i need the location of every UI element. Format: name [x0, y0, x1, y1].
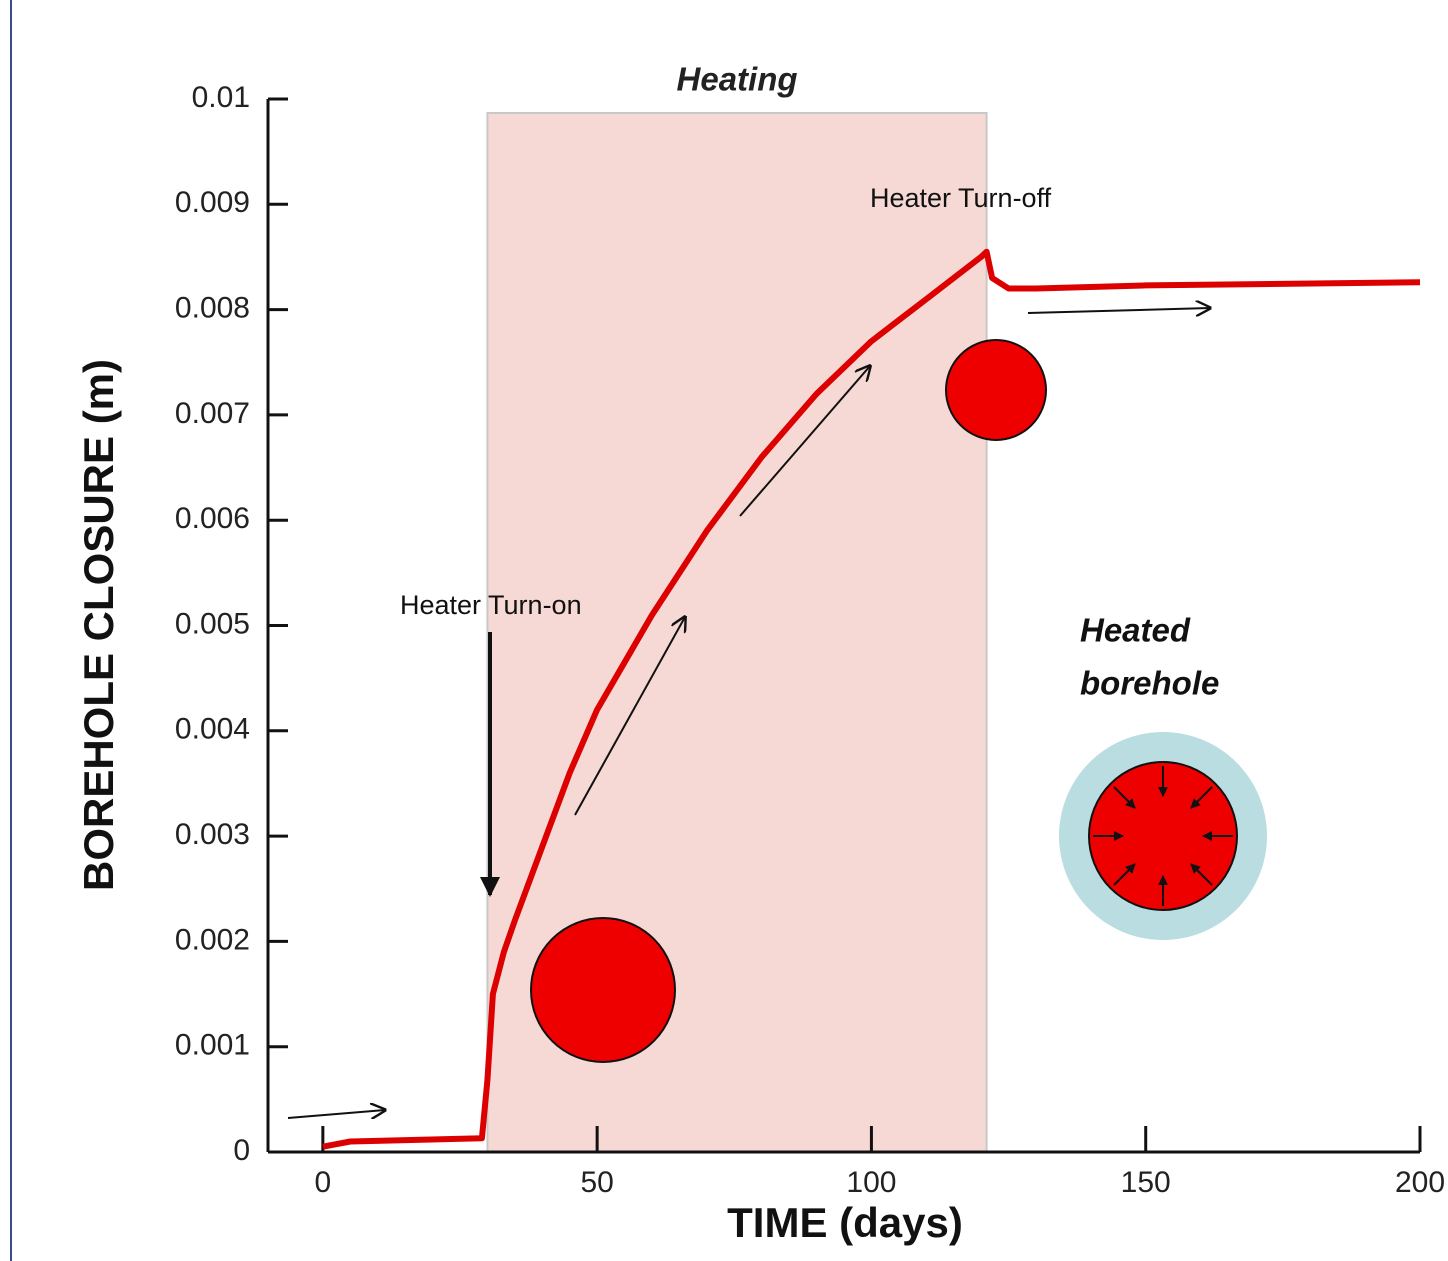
annotation: Heater Turn-on: [400, 590, 582, 620]
y-tick-label: 0.01: [192, 81, 250, 114]
chart: Heating 0 0.001 0.002 0.003 0.004 0.005 0.006 0…: [0, 0, 1448, 1261]
y-axis-label: BOREHOLE CLOSURE (m): [75, 359, 122, 891]
x-axis-label: TIME (days): [727, 1199, 963, 1246]
y-tick-label: 0.006: [175, 502, 250, 535]
y-tick-label: 0.005: [175, 607, 250, 640]
x-tick-label: 50: [580, 1166, 613, 1199]
y-tick-label: 0.004: [175, 713, 250, 746]
y-tick-label: 0: [233, 1134, 250, 1167]
x-tick-label: 100: [846, 1166, 896, 1199]
x-tick-label: 200: [1395, 1166, 1445, 1199]
y-tick-label: 0.003: [175, 818, 250, 851]
annotation: Heated: [1080, 612, 1191, 649]
y-tick-label: 0.002: [175, 923, 250, 956]
y-tick-label: 0.001: [175, 1029, 250, 1062]
x-tick-label: 150: [1121, 1166, 1171, 1199]
x-tick-label: 0: [315, 1166, 332, 1199]
annotation: borehole: [1080, 665, 1219, 702]
region-label: Heating: [677, 61, 798, 98]
y-tick-label: 0.008: [175, 292, 250, 325]
y-tick-label: 0.009: [175, 186, 250, 219]
y-tick-label: 0.007: [175, 397, 250, 430]
annotation: Heater Turn-off: [870, 183, 1052, 213]
